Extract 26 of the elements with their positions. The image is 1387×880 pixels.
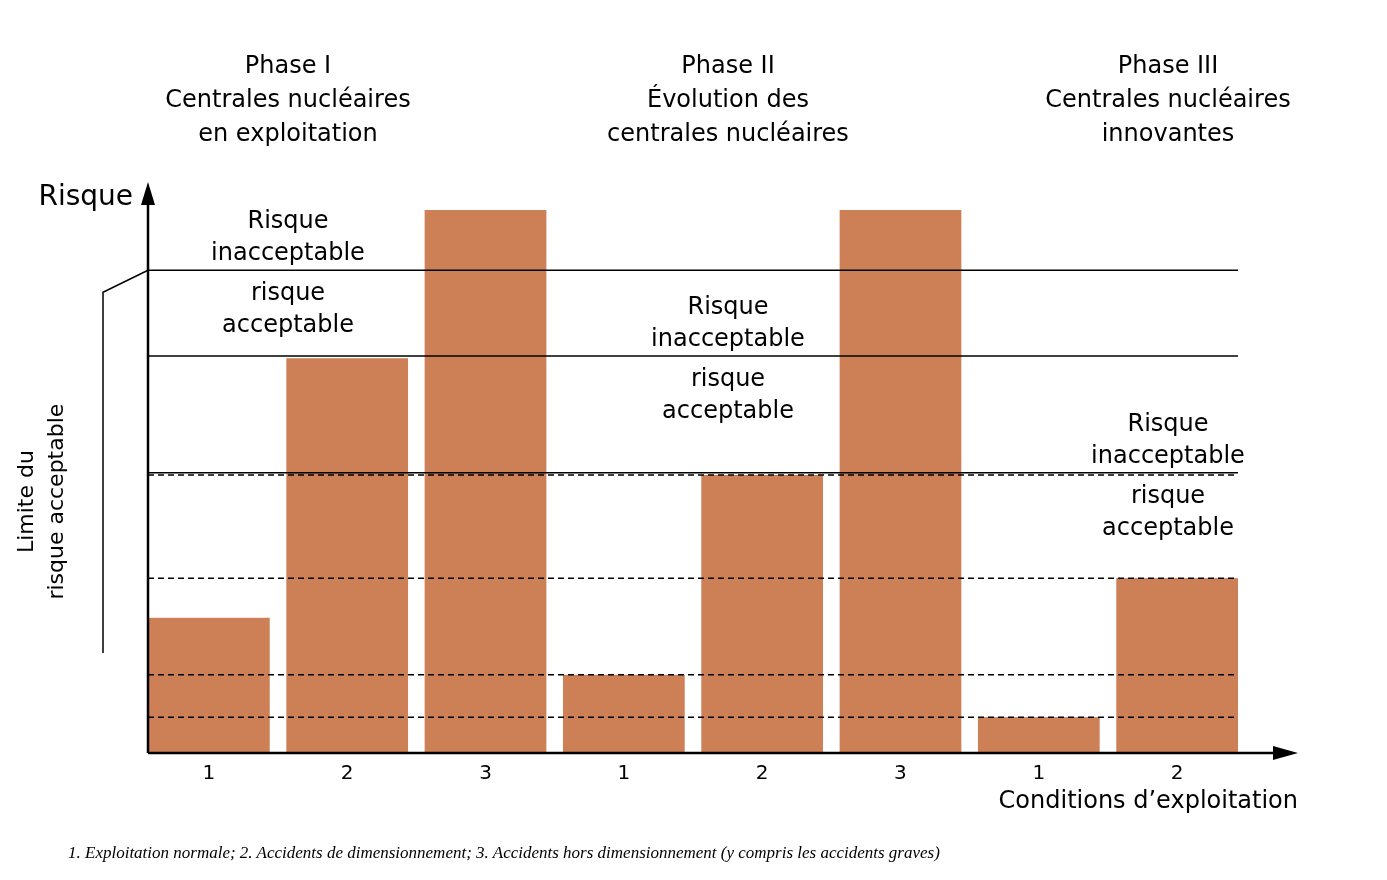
bar [286, 358, 409, 753]
bar [148, 617, 270, 753]
ref-line-label: Risque inacceptable risque acceptable [1091, 408, 1245, 541]
text: 1. Exploitation normale; 2. Accidents de dimensionnement; 3. Accidents hors dimensionnement (y compris les accidents graves) [68, 843, 941, 862]
bar [424, 210, 547, 753]
x-tick-label: 3 [894, 760, 907, 784]
ref-line-label: Risque inacceptable risque acceptable [651, 292, 805, 425]
text: Phase I Centrales nucléaires en exploitation [165, 51, 411, 147]
x-tick-label: 2 [340, 760, 354, 784]
text: Phase III Centrales nucléaires innovantes [1045, 51, 1291, 147]
y-axis-title: Risque [38, 179, 133, 212]
x-tick-label: 3 [479, 760, 492, 784]
x-tick-label: 1 [617, 760, 631, 784]
bar [562, 674, 685, 753]
bar [839, 210, 962, 753]
x-tick-label: 1 [1032, 760, 1046, 784]
text: Limite du risque acceptable [13, 403, 68, 600]
ref-line-label: Risque inacceptable risque acceptable [211, 206, 365, 339]
x-tick-label: 1 [202, 760, 216, 784]
bar [1116, 578, 1238, 753]
x-tick-label: 2 [755, 760, 769, 784]
text: Phase II Évolution des centrales nucléaires [607, 51, 849, 147]
bar [977, 717, 1100, 753]
bar [701, 474, 824, 753]
x-tick-label: 2 [1170, 760, 1184, 784]
x-axis-title: Conditions d’exploitation [998, 786, 1298, 814]
